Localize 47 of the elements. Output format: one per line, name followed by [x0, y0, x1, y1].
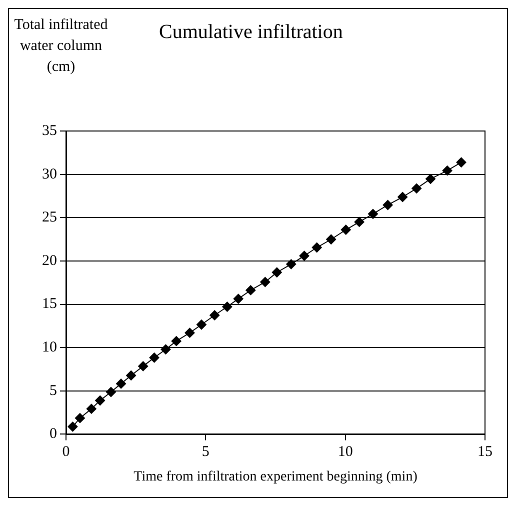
point — [442, 166, 452, 176]
x-tick-label: 10 — [338, 444, 353, 460]
point — [95, 396, 106, 406]
point — [354, 216, 364, 227]
x-tick-label: 5 — [202, 444, 210, 460]
y-tick-label: 20 — [42, 252, 57, 269]
point — [116, 378, 126, 389]
y-tick-label: 5 — [50, 382, 57, 399]
point — [260, 276, 270, 287]
point — [382, 200, 393, 210]
point — [68, 422, 78, 432]
point — [126, 370, 136, 380]
point — [222, 302, 232, 312]
point — [299, 250, 310, 261]
point — [272, 267, 282, 278]
x-tick-label: 0 — [62, 444, 70, 460]
x-tick-label: 15 — [478, 444, 492, 460]
point — [160, 344, 171, 354]
y-tick-label: 15 — [42, 296, 57, 312]
point — [340, 224, 351, 235]
point — [86, 404, 96, 414]
point — [326, 234, 336, 244]
point — [138, 361, 148, 372]
point — [412, 183, 422, 194]
y-tick-label: 10 — [42, 340, 57, 356]
point — [171, 336, 182, 346]
point — [368, 208, 378, 219]
y-axis-title: Total infiltrated water column (cm) — [13, 16, 109, 77]
point — [286, 259, 296, 270]
point — [184, 328, 195, 338]
y-tick-label: 35 — [42, 122, 57, 139]
point — [312, 242, 322, 253]
point — [74, 413, 85, 424]
point — [398, 192, 408, 202]
y-tick-label: 25 — [42, 210, 57, 226]
x-axis-title: Time from infiltration experiment beginning (min) — [134, 469, 418, 484]
point — [246, 285, 256, 296]
point — [426, 174, 436, 184]
chart-title: Cumulative infiltration — [159, 21, 343, 44]
y-tick-label: 30 — [42, 166, 57, 182]
y-tick-label: 0 — [50, 426, 57, 442]
point — [106, 387, 116, 398]
point — [210, 310, 220, 320]
point — [456, 157, 466, 168]
point — [233, 294, 244, 304]
point — [196, 320, 206, 330]
point — [149, 352, 160, 363]
